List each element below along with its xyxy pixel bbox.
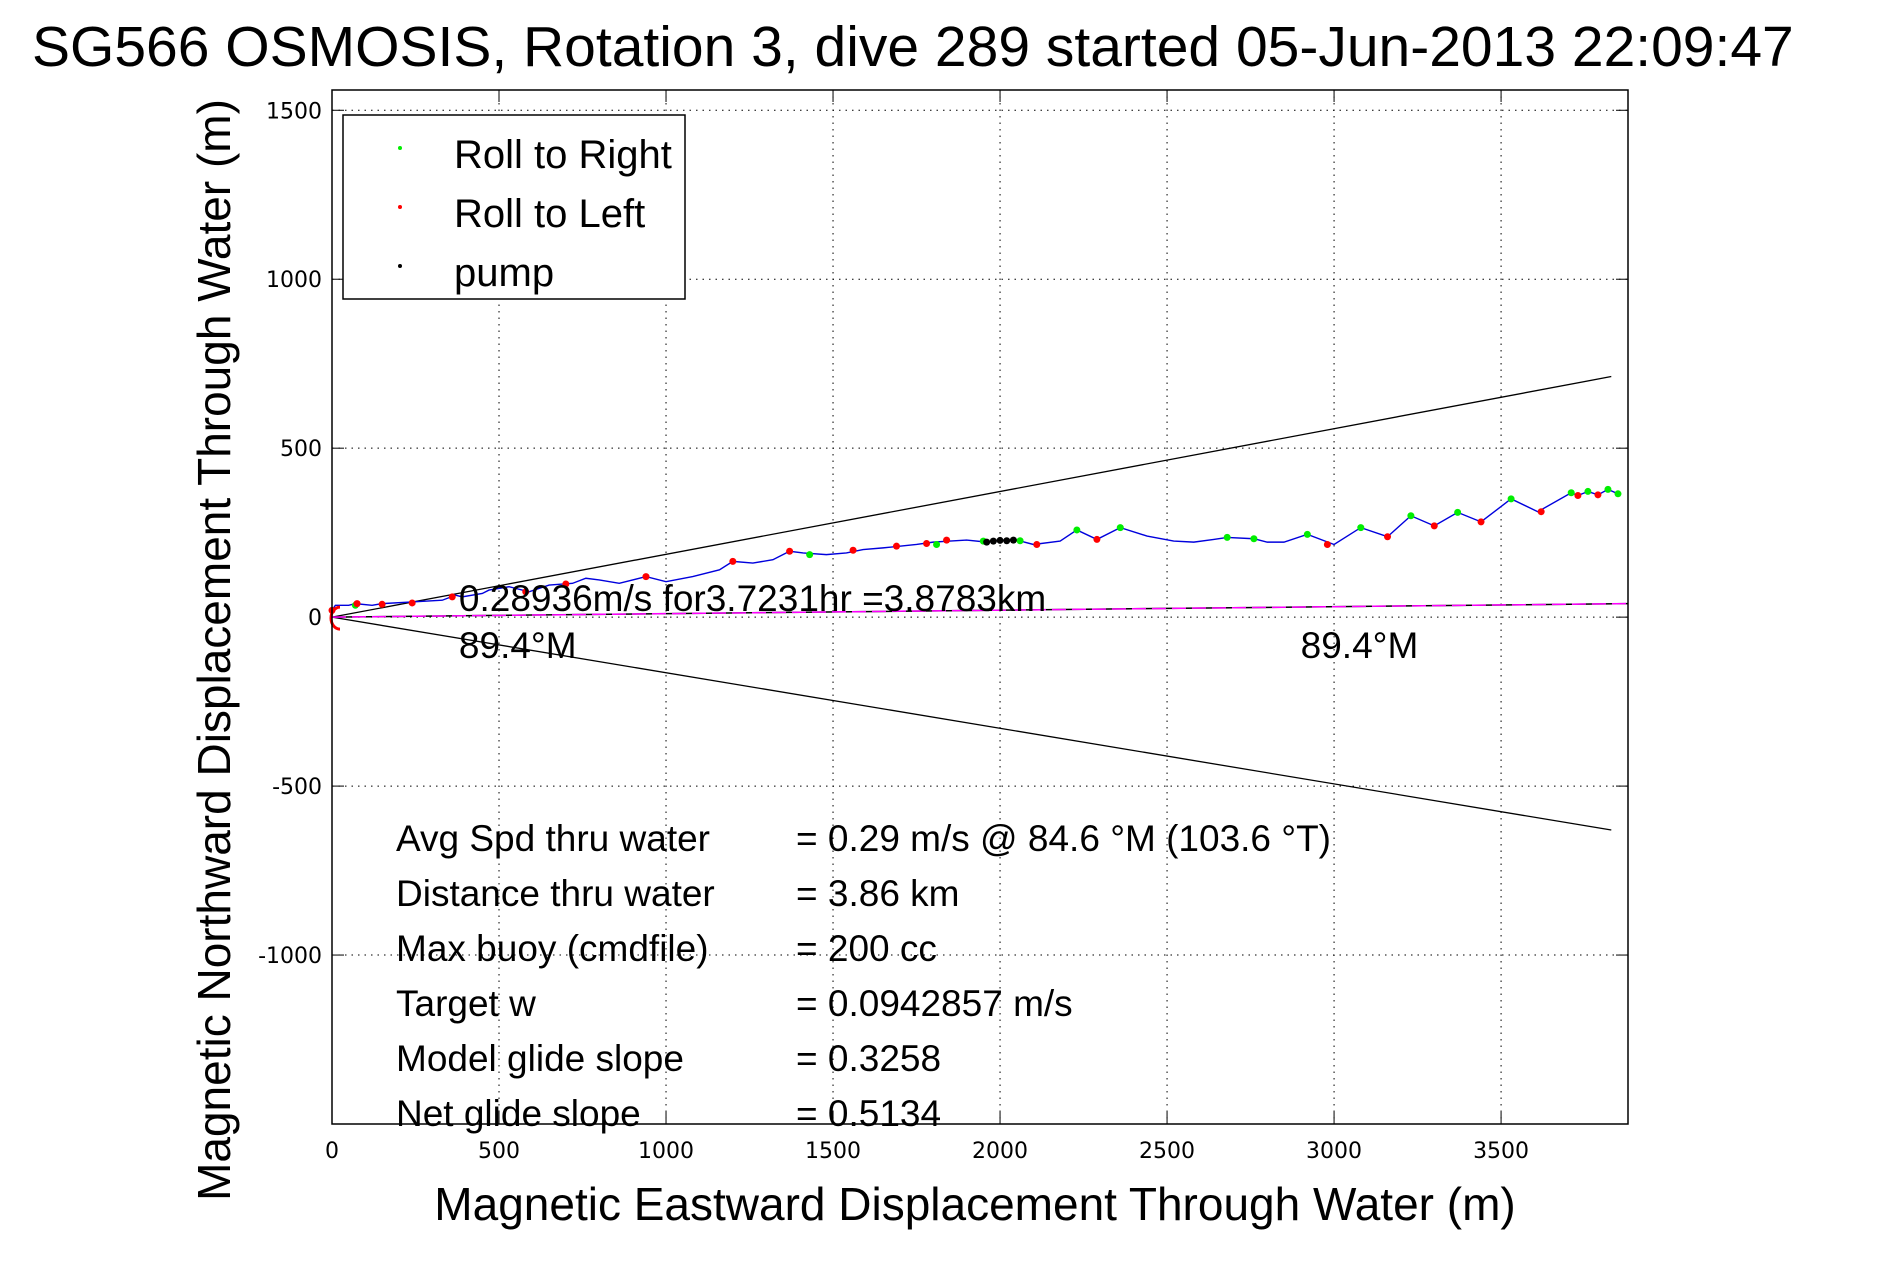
stat-value: = 0.3258 (796, 1038, 941, 1079)
x-tick-label: 2500 (1139, 1139, 1195, 1164)
legend-marker (398, 264, 402, 268)
y-tick-label: -500 (272, 775, 322, 800)
y-tick-label: 500 (280, 437, 322, 462)
roll-right-marker (1073, 526, 1081, 534)
roll-right-marker (1303, 530, 1311, 538)
annotation-label: 89.4°M (1301, 625, 1419, 666)
roll-left-marker (448, 593, 456, 601)
x-tick-label: 0 (325, 1139, 339, 1164)
roll-left-marker (1430, 522, 1438, 530)
roll-left-marker (923, 539, 931, 547)
roll-left-marker (849, 546, 857, 554)
legend-label: Roll to Right (454, 133, 672, 177)
roll-left-marker (562, 580, 570, 588)
roll-left-marker (408, 599, 416, 607)
roll-left-marker (1537, 508, 1545, 516)
pump-marker (1003, 537, 1011, 545)
roll-right-marker (1223, 533, 1231, 541)
x-tick-label: 3500 (1473, 1139, 1529, 1164)
roll-right-marker (806, 551, 814, 559)
stat-value: = 0.0942857 m/s (796, 983, 1073, 1024)
roll-right-marker (1250, 535, 1258, 543)
stat-value: = 0.29 m/s @ 84.6 °M (103.6 °T) (796, 818, 1331, 859)
ticks: 0 500 1000 1500 2000 2500 3000 3500 1500 1000 500 0… (258, 90, 1628, 1164)
roll-right-marker (1614, 490, 1622, 498)
roll-right-marker (1357, 524, 1365, 532)
roll-left-marker (892, 542, 900, 550)
roll-left-marker (378, 600, 386, 608)
heading-envelope-upper-line (331, 375, 1612, 618)
legend: Roll to Right Roll to Left pump (342, 114, 686, 300)
roll-left-marker (1384, 533, 1392, 541)
y-axis-label: Magnetic Northward Displacement Through … (188, 99, 240, 1201)
x-tick-label: 1500 (805, 1139, 861, 1164)
stat-value: = 200 cc (796, 928, 937, 969)
avg-heading-line (331, 602, 1629, 618)
legend-marker (398, 146, 402, 150)
x-tick-label: 2000 (972, 1139, 1028, 1164)
roll-left-marker (522, 588, 530, 596)
x-tick-label: 500 (478, 1139, 520, 1164)
stat-value: = 0.5134 (796, 1093, 941, 1134)
roll-left-marker (642, 573, 650, 581)
x-tick-label: 3000 (1306, 1139, 1362, 1164)
x-tick-label: 1000 (638, 1139, 694, 1164)
roll-right-marker (1584, 487, 1592, 495)
pump-marker (996, 536, 1004, 544)
annotation-label: 0.28936m/s for3.7231hr =3.8783km (459, 578, 1046, 619)
y-tick-label: 1500 (266, 99, 322, 124)
start-marker (329, 605, 341, 631)
roll-left-marker (353, 600, 361, 608)
roll-left-marker (1574, 491, 1582, 499)
stat-label: Max buoy (cmdfile) (396, 928, 709, 969)
roll-right-marker (1604, 485, 1612, 493)
roll-left-marker (786, 547, 794, 555)
roll-right-marker (933, 540, 941, 548)
pump-marker (983, 538, 991, 546)
roll-right-marker (1454, 508, 1462, 516)
y-tick-label: 0 (308, 606, 322, 631)
roll-left-marker (729, 557, 737, 565)
y-tick-label: 1000 (266, 268, 322, 293)
stat-label: Model glide slope (396, 1038, 684, 1079)
chart-title: SG566 OSMOSIS, Rotation 3, dive 289 star… (32, 15, 1794, 79)
stat-value: = 3.86 km (796, 873, 960, 914)
pump-marker (1009, 536, 1017, 544)
roll-left-marker (943, 536, 951, 544)
plot-frame (331, 89, 1629, 1125)
roll-left-marker (1477, 518, 1485, 526)
track-line (331, 488, 1619, 611)
roll-right-marker (1507, 495, 1515, 503)
stats-block: Avg Spd thru water = 0.29 m/s @ 84.6 °M (… (396, 818, 1331, 1134)
roll-left-marker (1323, 540, 1331, 548)
series-layer (328, 375, 1629, 831)
stat-label: Avg Spd thru water (396, 818, 710, 859)
heading-envelope-lower-line (331, 616, 1612, 831)
roll-right-marker (1016, 537, 1024, 545)
stat-label: Distance thru water (396, 873, 715, 914)
annotations: 0.28936m/s for3.7231hr =3.8783km 89.4°M 89… (459, 578, 1418, 666)
legend-label: pump (454, 251, 554, 295)
roll-right-marker (1407, 512, 1415, 520)
y-tick-label: -1000 (258, 944, 322, 969)
x-axis-label: Magnetic Eastward Displacement Through W… (434, 1178, 1515, 1230)
roll-left-marker (1093, 535, 1101, 543)
legend-label: Roll to Left (454, 192, 645, 236)
legend-marker (398, 205, 402, 209)
pump-marker (989, 537, 997, 545)
stat-label: Target w (396, 983, 536, 1024)
roll-right-marker (1567, 489, 1575, 497)
roll-left-marker (1033, 540, 1041, 548)
stat-label: Net glide slope (396, 1093, 641, 1134)
roll-right-marker (1116, 524, 1124, 532)
roll-left-marker (1594, 491, 1602, 499)
annotation-label: 89.4°M (459, 625, 577, 666)
